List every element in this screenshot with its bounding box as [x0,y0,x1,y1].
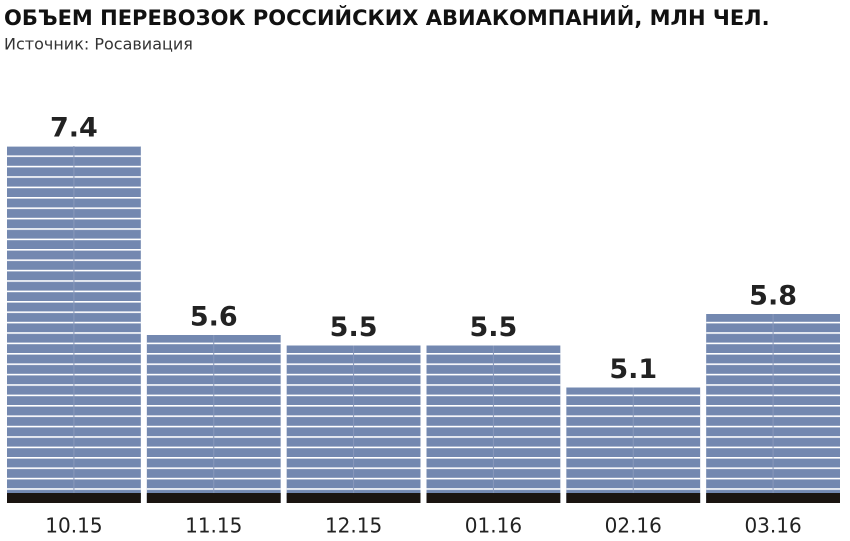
value-label: 7.4 [50,113,98,144]
chart-subtitle: Источник: Росавиация [4,35,193,54]
x-tick-label: 11.15 [185,514,242,538]
x-tick-label: 03.16 [744,514,801,538]
value-label: 5.8 [749,281,797,312]
bar-base [426,493,561,503]
bar-base [566,493,701,503]
value-label: 5.6 [190,302,238,333]
x-tick-label: 01.16 [465,514,522,538]
value-label: 5.5 [330,312,378,343]
x-tick-label: 10.15 [45,514,102,538]
bar-base [146,493,281,503]
value-label: 5.1 [609,354,657,385]
bar-base [7,493,141,503]
x-tick-label: 02.16 [605,514,662,538]
x-tick-label: 12.15 [325,514,382,538]
bar-base [706,493,840,503]
value-label: 5.5 [469,312,517,343]
bar-base [286,493,421,503]
chart-title: ОБЪЕМ ПЕРЕВОЗОК РОССИЙСКИХ АВИАКОМПАНИЙ,… [4,5,770,30]
